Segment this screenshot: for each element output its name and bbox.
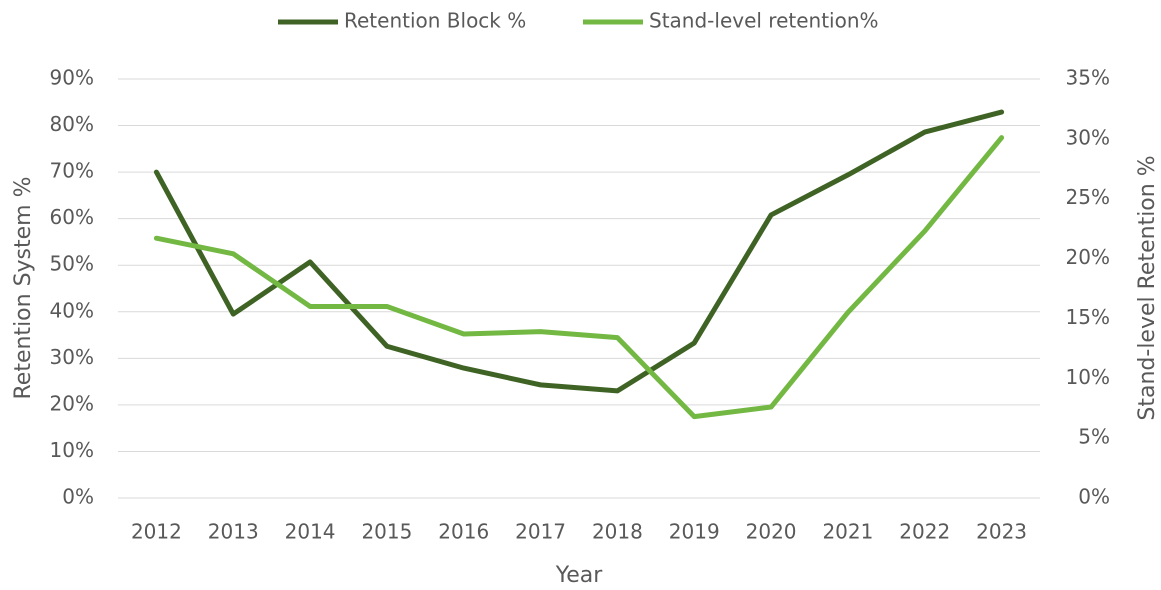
y2-tick-label: 30% xyxy=(1066,125,1110,149)
y-tick-label: 30% xyxy=(50,345,94,369)
y2-tick-label: 0% xyxy=(1078,485,1110,509)
x-tick-label: 2022 xyxy=(899,520,950,544)
y-tick-label: 20% xyxy=(50,391,94,415)
x-axis-title: Year xyxy=(555,563,604,588)
y2-tick-label: 10% xyxy=(1066,365,1110,389)
series-line xyxy=(153,109,1005,394)
legend-label: Retention Block % xyxy=(344,9,526,33)
y-tick-label: 0% xyxy=(62,485,94,509)
y2-axis-title: Stand-level Retention % xyxy=(1135,155,1160,420)
legend-label: Stand-level retention% xyxy=(649,9,879,33)
x-tick-label: 2017 xyxy=(515,520,566,544)
x-tick-label: 2013 xyxy=(208,520,259,544)
x-tick-label: 2020 xyxy=(746,520,797,544)
x-tick-label: 2021 xyxy=(822,520,873,544)
x-tick-label: 2015 xyxy=(361,520,412,544)
y-tick-label: 90% xyxy=(50,66,94,90)
y2-tick-label: 25% xyxy=(1066,185,1110,209)
x-tick-label: 2012 xyxy=(131,520,182,544)
y-tick-label: 60% xyxy=(50,205,94,229)
x-tick-label: 2018 xyxy=(592,520,643,544)
y-axis-title: Retention System % xyxy=(11,176,36,399)
y-tick-label: 10% xyxy=(50,438,94,462)
y2-tick-label: 35% xyxy=(1066,66,1110,90)
y-tick-label: 80% xyxy=(50,112,94,136)
x-tick-label: 2019 xyxy=(669,520,720,544)
x-tick-label: 2014 xyxy=(285,520,336,544)
y-tick-label: 50% xyxy=(50,252,94,276)
y2-tick-label: 5% xyxy=(1078,425,1110,449)
x-tick-label: 2016 xyxy=(438,520,489,544)
x-tick-label: 2023 xyxy=(976,520,1027,544)
y2-tick-label: 15% xyxy=(1066,305,1110,329)
y-tick-label: 70% xyxy=(50,159,94,183)
y2-tick-label: 20% xyxy=(1066,245,1110,269)
y-tick-label: 40% xyxy=(50,298,94,322)
series-line xyxy=(153,135,1005,420)
